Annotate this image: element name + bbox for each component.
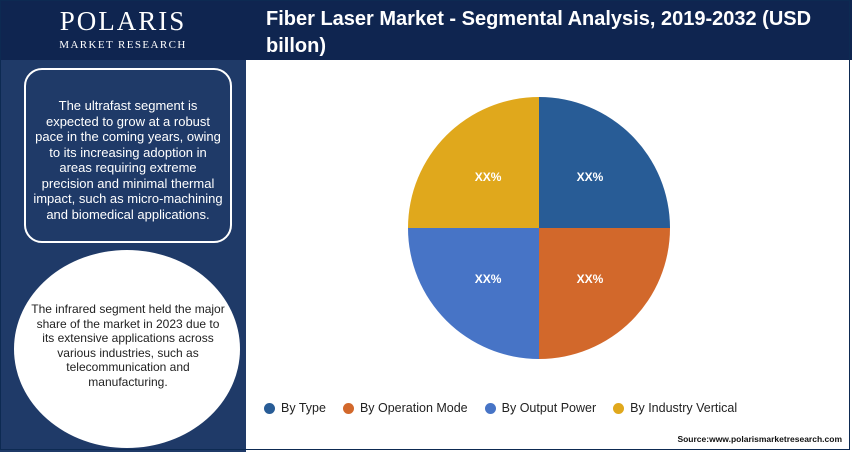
pie-slice-3 <box>408 228 539 359</box>
legend-label-2: By Operation Mode <box>359 401 468 415</box>
legend-label-3: By Output Power <box>501 401 597 415</box>
insight-circle <box>14 250 240 448</box>
header-bar <box>246 0 852 60</box>
legend-swatch-3 <box>484 402 496 414</box>
legend-label-4: By Industry Vertical <box>630 401 738 415</box>
slice-label-1: XX% <box>577 170 604 184</box>
legend-item-4: By Industry Vertical <box>613 401 737 415</box>
legend-label-1: By Type <box>281 401 326 415</box>
legend-swatch-1 <box>264 402 275 414</box>
chart-title: Fiber Laser Market - Segmental Analysis,… <box>266 8 812 57</box>
logo-name: POLARIS <box>59 6 187 36</box>
legend-item-2: By Operation Mode <box>342 401 468 415</box>
slice-label-3: XX% <box>475 272 502 286</box>
insight-circle-text: The infrared segment held the major shar… <box>31 302 225 389</box>
slice-label-2: XX% <box>577 272 604 286</box>
pie-slice-2 <box>539 228 670 359</box>
legend-swatch-4 <box>613 402 625 414</box>
logo-subtitle: MARKET RESEARCH <box>59 39 187 51</box>
legend-swatch-2 <box>342 402 354 414</box>
slice-label-4: XX% <box>475 170 502 184</box>
legend-item-1: By Type <box>264 401 326 415</box>
pie-chart: XX% XX% XX% XX% <box>408 97 670 359</box>
legend-item-3: By Output Power <box>484 401 597 415</box>
source-note: Source:www.polarismarketresearch.com <box>677 434 842 444</box>
pie-slice-4 <box>408 97 539 228</box>
logo: POLARIS MARKET RESEARCH <box>0 0 246 60</box>
pie-slice-1 <box>539 97 670 228</box>
legend: By Type By Operation Mode By Output Power B… <box>264 400 754 416</box>
insight-box: The ultrafast segment is expected to gro… <box>24 68 232 243</box>
chart-area: XX% XX% XX% XX% <box>246 60 852 452</box>
